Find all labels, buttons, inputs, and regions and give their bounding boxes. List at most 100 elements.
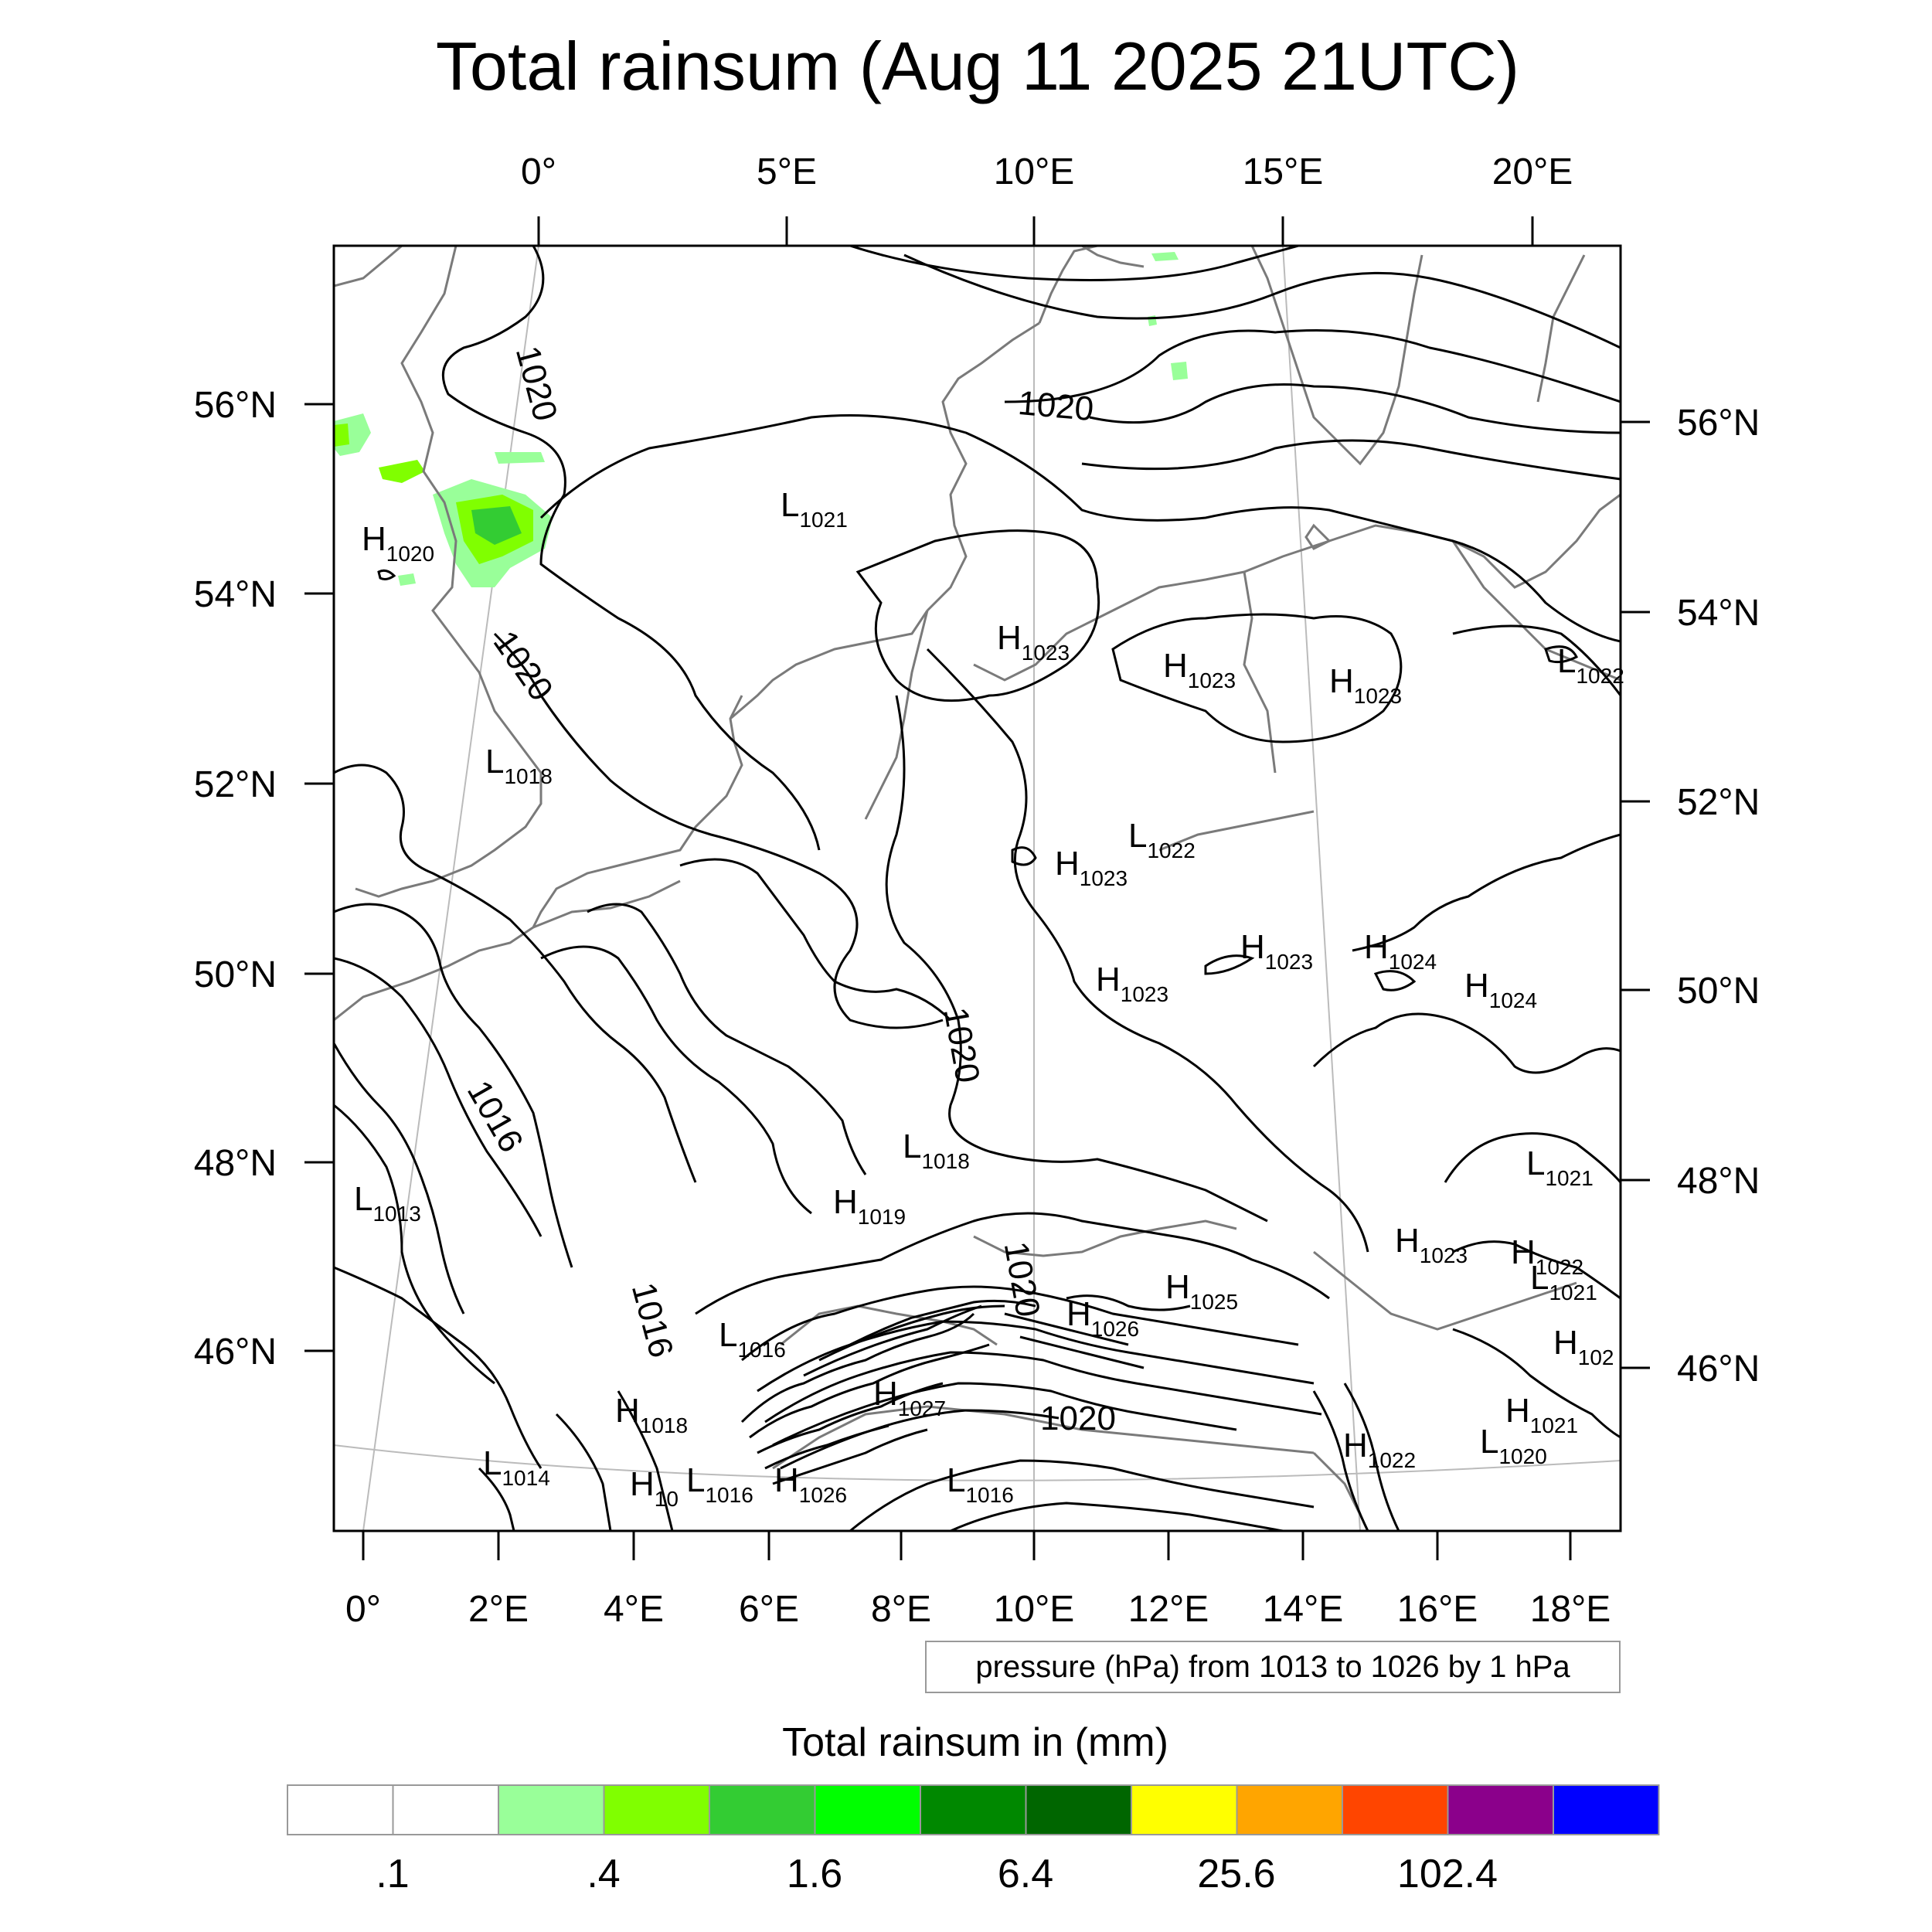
colorbar-swatch: [1447, 1784, 1554, 1835]
coast-sweden-south: [1250, 246, 1423, 466]
coast-denmark: [1038, 246, 1098, 324]
svg-text:L1021: L1021: [781, 486, 848, 532]
pressure-centers: H1020 L1021 H1023 H1023 H1023 L1022 L101…: [354, 486, 1624, 1511]
right-lat-label: 48°N: [1677, 1161, 1760, 1202]
right-lat-label: 54°N: [1677, 593, 1760, 634]
svg-text:H1023: H1023: [1240, 928, 1313, 974]
rain-area-north-sea-fleck: [379, 460, 425, 483]
isobar-north-4: [1089, 383, 1621, 434]
svg-text:H1026: H1026: [774, 1461, 847, 1507]
left-lat-label: 56°N: [194, 385, 277, 426]
coast-bornholm: [1304, 523, 1332, 550]
isobar-south-3: [1312, 1390, 1369, 1531]
rain-area-skagerrak: [1151, 252, 1179, 261]
meridian-15: [1282, 246, 1361, 1531]
isobar-alps-outer: [695, 1212, 1330, 1315]
isobar-alps-4: [772, 1382, 1237, 1447]
pressure-center: L1016: [719, 1316, 786, 1362]
colorbar-swatch: [1236, 1784, 1343, 1835]
isobar-loop-small-4: [1544, 645, 1579, 664]
colorbar-label: .1: [376, 1852, 409, 1896]
svg-text:H1022: H1022: [1343, 1427, 1416, 1472]
bottom-lon-labels: 0° 2°E 4°E 6°E 8°E 10°E 12°E 14°E 16°E 1…: [345, 1589, 1611, 1630]
contour-info-box: [925, 1641, 1621, 1693]
svg-text:H1026: H1026: [1066, 1295, 1139, 1341]
border-austria-hungary: [1313, 1250, 1577, 1331]
svg-text:H1020: H1020: [362, 520, 434, 566]
coast-baltic-south: [973, 524, 1454, 682]
svg-text:L1020: L1020: [1480, 1423, 1547, 1468]
pressure-center: L1021: [1530, 1259, 1597, 1304]
isobar-alps-5: [780, 1409, 1060, 1470]
bottom-lon-label: 16°E: [1397, 1589, 1478, 1630]
isobar-west-1: [334, 764, 697, 1183]
isobar-alps-3: [764, 1351, 1322, 1423]
svg-text:H1018: H1018: [615, 1392, 688, 1437]
colorbar-label: 25.6: [1197, 1852, 1275, 1896]
pressure-center: L1018: [903, 1128, 970, 1173]
pressure-center: L1022: [1557, 642, 1624, 688]
right-lat-labels: 56°N 54°N 52°N 50°N 48°N 46°N: [1677, 403, 1760, 1389]
pressure-center: H1023: [1395, 1222, 1468, 1267]
colorbar-swatch: [814, 1784, 921, 1835]
top-lon-label: 15°E: [1243, 151, 1324, 192]
right-lat-label: 46°N: [1677, 1349, 1760, 1389]
isobar-label: 1020: [997, 1239, 1047, 1320]
border-italy-north: [772, 1405, 1315, 1470]
svg-text:L1021: L1021: [1530, 1259, 1597, 1304]
svg-text:H10: H10: [630, 1465, 679, 1511]
left-lat-label: 50°N: [194, 954, 277, 995]
pressure-center: H1023: [997, 619, 1070, 665]
isobar-loop-small-2: [1204, 954, 1255, 975]
bottom-lon-label: 12°E: [1128, 1589, 1209, 1630]
pressure-center: H1023: [1163, 647, 1236, 692]
pressure-center: H1023: [1240, 928, 1313, 974]
svg-text:H1019: H1019: [833, 1183, 906, 1229]
rain-area-sweden: [1171, 362, 1188, 380]
svg-text:L1016: L1016: [719, 1316, 786, 1362]
rain-area-north-sea-fleck2: [495, 452, 545, 464]
colorbar: [287, 1784, 1660, 1835]
isobar-central-3: [885, 695, 1268, 1223]
svg-text:L1018: L1018: [903, 1128, 970, 1173]
pressure-center: L1013: [354, 1180, 421, 1226]
colorbar-label: .4: [587, 1852, 620, 1896]
isobar-loop-small-1: [1011, 846, 1037, 866]
border-germany-poland: [1243, 571, 1277, 774]
left-lat-label: 46°N: [194, 1332, 277, 1372]
parallel-45: [334, 1444, 1621, 1481]
tick-marks: [304, 216, 1650, 1560]
isobar-1022-loop: [855, 529, 1100, 702]
coast-france-north: [334, 695, 743, 1022]
svg-text:H1024: H1024: [1464, 967, 1537, 1012]
pressure-center: H1023: [1096, 961, 1168, 1006]
isobar-south-2: [950, 1502, 1284, 1531]
pressure-center: H1020: [362, 520, 434, 566]
coast-baltic-east: [1452, 493, 1621, 589]
coast-netherlands: [730, 610, 929, 720]
bottom-lon-label: 14°E: [1263, 1589, 1344, 1630]
pressure-center: L1021: [781, 486, 848, 532]
pressure-center: H10: [630, 1465, 679, 1511]
pressure-center: L1014: [483, 1444, 550, 1490]
border-france-belgium: [532, 879, 681, 929]
colorbar-swatch: [1342, 1784, 1449, 1835]
isobar-label: 1020: [937, 1005, 987, 1086]
colorbar-swatch: [1025, 1784, 1132, 1835]
top-lon-label: 10°E: [994, 151, 1075, 192]
isobar-south-4: [1343, 1383, 1400, 1531]
left-lat-label: 48°N: [194, 1143, 277, 1184]
isobar-north-2: [903, 253, 1621, 349]
svg-text:L1016: L1016: [686, 1461, 753, 1507]
map-area[interactable]: [334, 246, 1621, 1531]
isobars: [334, 246, 1621, 1531]
left-lat-label: 52°N: [194, 764, 277, 805]
isobar-west-6: [334, 1266, 543, 1469]
pressure-center: L1021: [1526, 1145, 1594, 1190]
isobar-main-west: [441, 246, 821, 851]
isobar-alps-6: [772, 1428, 928, 1485]
coast-britain-north: [334, 246, 403, 287]
pressure-center: H1019: [833, 1183, 906, 1229]
border-poland-east: [1451, 540, 1621, 682]
bottom-lon-label: 6°E: [739, 1589, 799, 1630]
